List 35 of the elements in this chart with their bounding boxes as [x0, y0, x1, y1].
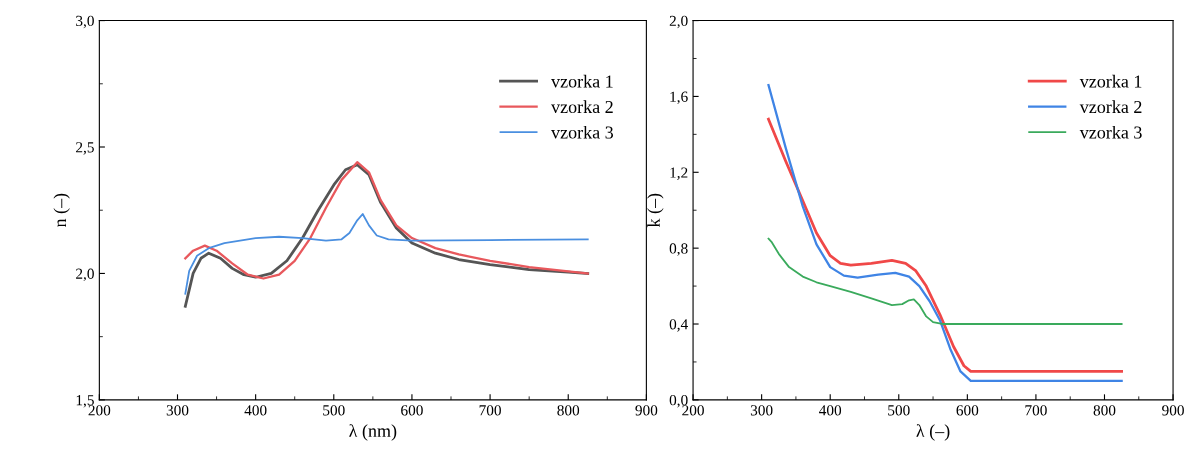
legend-label: vzorka 1: [1079, 74, 1142, 88]
x-tick-label: 800: [1093, 405, 1116, 416]
x-tick-label: 400: [244, 405, 267, 416]
y-tick-label: 3,0: [76, 15, 94, 29]
line-series: [767, 237, 1123, 325]
legend-label: vzorka 1: [551, 74, 613, 88]
y-tick-label: 0,8: [669, 243, 688, 256]
x-tick-label: 500: [323, 405, 345, 416]
line-series: [184, 161, 589, 280]
y-tick-label: 2,0: [76, 268, 94, 282]
y-axis-title: k (–): [647, 193, 664, 228]
y-tick-label: 1,2: [670, 167, 688, 180]
x-tick-label: 400: [819, 405, 842, 416]
legend-label: vzorka 3: [1079, 125, 1142, 139]
x-tick-label: 300: [166, 405, 189, 416]
x-axis-title: λ (–): [916, 424, 950, 441]
legend-label: vzorka 3: [551, 125, 614, 139]
x-tick-label: 900: [635, 405, 658, 416]
legend-label: vzorka 2: [1079, 100, 1142, 114]
x-tick-label: 500: [888, 405, 910, 416]
x-tick-label: 800: [557, 405, 580, 416]
x-tick-label: 700: [1025, 405, 1047, 416]
x-tick-label: 900: [1162, 405, 1184, 416]
x-tick-label: 600: [401, 405, 423, 416]
legend-label: vzorka 2: [551, 100, 613, 114]
y-tick-label: 1,6: [670, 91, 688, 105]
x-tick-label: 300: [750, 405, 773, 416]
y-tick-label: 0,4: [669, 319, 688, 332]
y-tick-label: 2,5: [76, 142, 94, 155]
x-axis-title: λ (nm): [349, 424, 397, 441]
x-tick-label: 600: [956, 405, 979, 416]
y-tick-label: 2,0: [669, 15, 688, 29]
line-series: [184, 213, 589, 295]
y-axis-title: n (–): [53, 193, 70, 228]
x-tick-label: 700: [479, 405, 501, 416]
